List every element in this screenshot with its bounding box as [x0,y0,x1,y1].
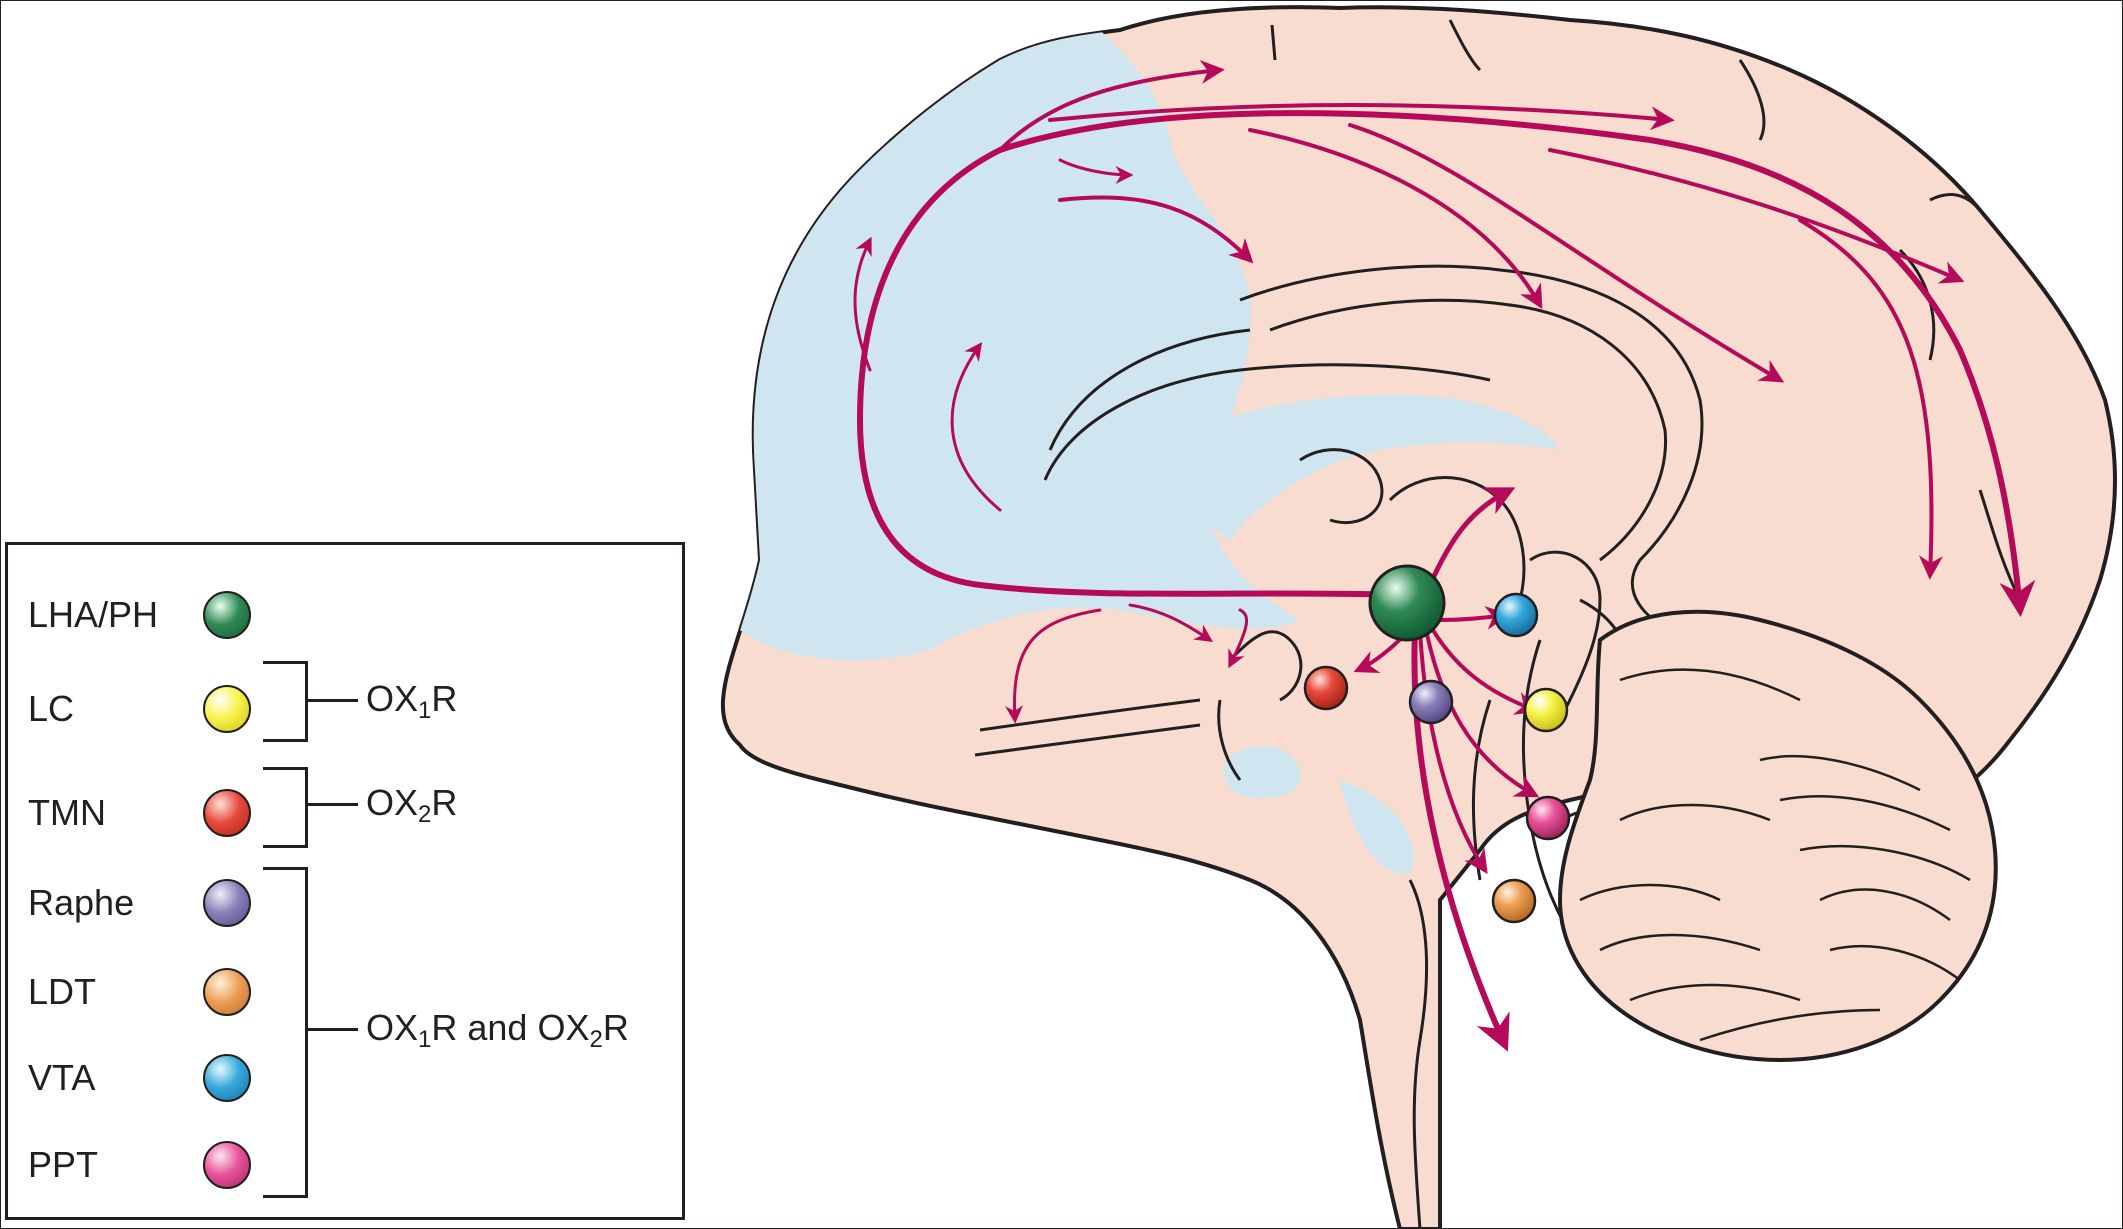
hypothalamus-highlight [1223,746,1301,799]
ppt-nucleus [1525,795,1571,841]
legend-item-ldt: LDT [8,957,338,1027]
pink-sphere-icon [203,1141,251,1189]
brainstem-highlight [1340,780,1414,874]
legend-label: LDT [28,971,97,1012]
legend-label: LC [28,688,75,729]
legend-label: LHA/PH [28,594,159,635]
ox2r-label: OX2R [366,782,458,828]
ox1r-label: OX1R [366,678,458,724]
legend-label: PPT [28,1144,99,1185]
yellow-sphere-icon [203,685,251,733]
legend-item-vta: VTA [8,1043,338,1113]
prefrontal-highlight [740,30,1300,661]
ox1r-ox2r-bracket [263,867,308,1198]
ox2r-bracket-tick [308,803,358,806]
ox1r-bracket-tick [308,699,358,702]
cerebellum [1557,609,1998,1063]
legend-label: VTA [28,1057,96,1098]
legend-label: TMN [28,792,106,833]
legend-item-lc: LC [8,674,338,744]
purple-sphere-icon [203,879,251,927]
lha-ph-nucleus [1368,564,1446,642]
orexin-projections [853,59,2036,1052]
ox1r-ox2r-bracket-tick [308,1028,358,1031]
raphe-nucleus [1408,679,1454,725]
ldt-nucleus [1491,878,1537,924]
blue-sphere-icon [203,1054,251,1102]
lc-nucleus [1523,687,1569,733]
nuclei [1303,564,1571,924]
tmn-nucleus [1303,665,1349,711]
ox1r-and-ox2r-label: OX1R and OX2R [366,1007,629,1053]
legend-item-raphe: Raphe [8,868,338,938]
legend-item-tmn: TMN [8,778,338,848]
legend-label: Raphe [28,882,135,923]
green-sphere-icon [203,591,251,639]
legend-item-lha-ph: LHA/PH [8,580,338,650]
red-sphere-icon [203,789,251,837]
vta-nucleus [1493,592,1539,638]
ox1r-bracket [263,661,308,742]
ox2r-bracket [263,767,308,848]
cingulate-highlight [1170,395,1560,540]
legend: LHA/PH LC TMN Raphe LDT VTA PPT OX1R OX2… [5,542,685,1220]
orange-sphere-icon [203,968,251,1016]
legend-item-ppt: PPT [8,1130,338,1200]
